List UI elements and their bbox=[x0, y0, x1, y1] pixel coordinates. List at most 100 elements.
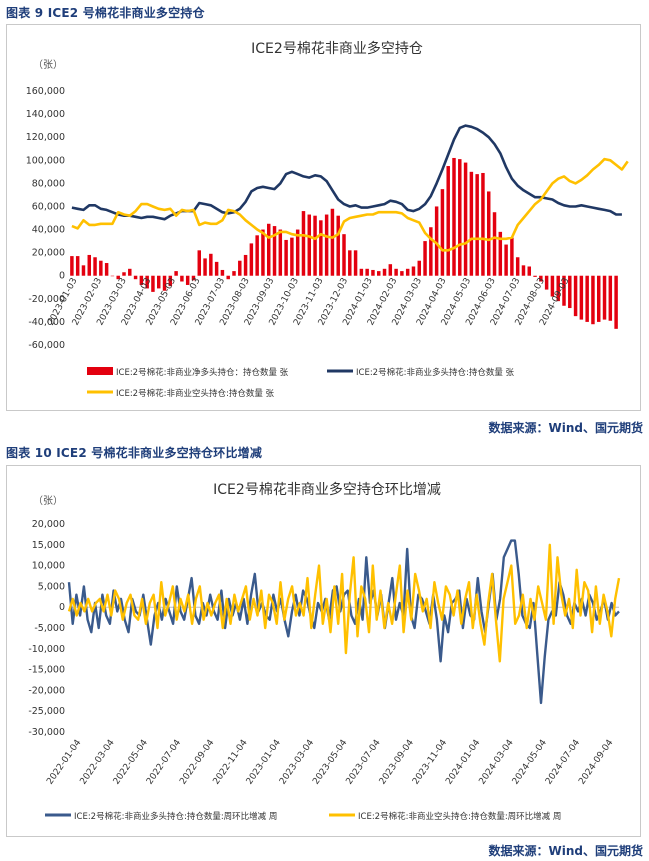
net-long-bar bbox=[104, 263, 109, 276]
net-long-bar bbox=[429, 227, 433, 276]
net-long-bar bbox=[405, 268, 410, 276]
y-tick-label: 160,000 bbox=[26, 86, 65, 97]
net-long-bar bbox=[168, 275, 173, 287]
net-long-bar bbox=[267, 223, 271, 276]
net-long-bar bbox=[533, 275, 537, 277]
positions-chart: ICE2号棉花非商业多空持仓 （张） -60,000 -40,000 -20,000… bbox=[26, 40, 629, 399]
y-axis-unit: （张） bbox=[33, 59, 63, 71]
net-long-bar bbox=[93, 257, 97, 276]
net-long-bar bbox=[261, 229, 265, 276]
net-long-bar bbox=[157, 275, 161, 289]
net-long-bar bbox=[353, 250, 358, 276]
net-long-bar bbox=[226, 275, 230, 280]
net-long-bar bbox=[145, 275, 149, 289]
x-axis-ticks: 2023-01-032023-02-032023-03-032023-04-03… bbox=[46, 276, 571, 327]
legend-label-long-change: ICE:2号棉花:非商业多头持仓:持仓数量:周环比增减 周 bbox=[74, 811, 277, 822]
net-long-bar bbox=[133, 275, 138, 280]
y-tick-label: -60,000 bbox=[28, 340, 65, 351]
net-long-bar bbox=[452, 157, 456, 276]
net-long-bar bbox=[521, 265, 526, 276]
x-tick-label: 2023-09-04 bbox=[378, 738, 416, 787]
net-long-bar bbox=[469, 171, 474, 276]
figure-9-source: 数据来源：Wind、国元期货 bbox=[488, 421, 643, 435]
net-long-bar bbox=[423, 241, 427, 276]
net-long-bar bbox=[365, 268, 369, 276]
net-long-bar bbox=[608, 275, 613, 321]
y-tick-label: 0 bbox=[59, 271, 65, 282]
y-tick-label: -30,000 bbox=[28, 727, 65, 738]
net-long-bar bbox=[255, 235, 259, 276]
net-long-bar bbox=[185, 275, 190, 285]
y-tick-label: 15,000 bbox=[32, 540, 65, 551]
net-long-bar bbox=[330, 208, 335, 276]
net-long-bar bbox=[214, 261, 219, 276]
y-tick-label: -20,000 bbox=[28, 294, 65, 305]
x-tick-label: 2022-07-04 bbox=[145, 738, 183, 787]
net-long-bar bbox=[614, 275, 618, 329]
net-long-bar bbox=[400, 271, 404, 276]
legend-label-short-change: ICE:2号棉花:非商业空头持仓:持仓数量:周环比增减 周 bbox=[358, 811, 561, 822]
y-tick-label: 100,000 bbox=[26, 155, 65, 166]
net-long-bar bbox=[492, 212, 497, 276]
x-tick-label: 2022-11-04 bbox=[212, 738, 250, 787]
x-tick-label: 2024-05-04 bbox=[511, 738, 549, 787]
y-axis-unit: （张） bbox=[33, 495, 63, 507]
x-tick-label: 2023-11-04 bbox=[411, 738, 449, 787]
net-long-bar bbox=[197, 250, 201, 276]
long-position-line bbox=[71, 124, 622, 221]
x-tick-label: 2024-01-04 bbox=[444, 738, 482, 787]
net-long-bar bbox=[417, 260, 421, 276]
net-long-bar bbox=[232, 271, 236, 276]
x-tick-label: 2023-05-04 bbox=[311, 738, 349, 787]
net-long-bar bbox=[295, 229, 300, 276]
net-long-bar bbox=[371, 269, 375, 276]
net-long-bar bbox=[174, 271, 178, 276]
y-tick-label: -25,000 bbox=[28, 706, 65, 717]
net-long-bar bbox=[191, 275, 196, 281]
net-long-bar bbox=[382, 268, 387, 276]
net-long-bar bbox=[249, 243, 254, 276]
net-long-bar bbox=[162, 275, 167, 291]
net-long-bar bbox=[475, 174, 479, 276]
y-tick-label: -40,000 bbox=[28, 317, 65, 328]
legend: ICE:2号棉花:非商业多头持仓:持仓数量:周环比增减 周 ICE:2号棉花:非… bbox=[45, 811, 561, 822]
net-long-bar bbox=[597, 275, 601, 322]
net-long-bar bbox=[539, 275, 543, 282]
net-long-bar bbox=[440, 189, 445, 276]
net-long-bar bbox=[434, 206, 439, 276]
net-long-bar bbox=[394, 268, 398, 276]
net-long-bar bbox=[591, 275, 595, 325]
net-long-bar bbox=[481, 172, 485, 276]
position-lines bbox=[71, 124, 629, 252]
net-long-bar bbox=[515, 257, 520, 276]
net-long-bar bbox=[550, 275, 555, 297]
net-long-bar bbox=[573, 275, 578, 317]
net-long-bar bbox=[568, 275, 572, 309]
net-long-bar bbox=[544, 275, 549, 290]
net-long-bar bbox=[220, 269, 225, 276]
net-long-bar bbox=[342, 234, 346, 276]
y-tick-label: 80,000 bbox=[32, 178, 65, 189]
net-long-bar bbox=[272, 226, 277, 276]
y-axis-ticks: -60,000 -40,000 -20,000 0 20,000 40,000 60,000… bbox=[26, 86, 65, 351]
net-long-bar bbox=[75, 256, 80, 276]
short-change-line bbox=[67, 543, 621, 663]
y-tick-label: 140,000 bbox=[26, 109, 65, 120]
chart-title: ICE2号棉花非商业多空持仓 bbox=[251, 40, 423, 57]
figure-10-source: 数据来源：Wind、国元期货 bbox=[488, 844, 643, 858]
x-tick-label: 2024-07-04 bbox=[544, 738, 582, 787]
net-long-bar bbox=[122, 272, 126, 276]
net-long-bar bbox=[359, 268, 364, 276]
net-long-bar bbox=[284, 239, 288, 276]
net-long-bar bbox=[238, 260, 242, 276]
net-long-bar bbox=[307, 214, 311, 276]
y-tick-label: 40,000 bbox=[32, 225, 65, 236]
legend: ICE:2号棉花:非商业净多头持仓：持仓数量 张 ICE:2号棉花:非商业多头持… bbox=[87, 367, 515, 399]
y-tick-label: 10,000 bbox=[32, 561, 65, 572]
net-long-bars bbox=[70, 157, 618, 329]
chart-panel-weekly-change: ICE2号棉花非商业多空持仓环比增减 （张） -30,000 -25,000 -20… bbox=[6, 465, 641, 837]
weekly-change-chart: ICE2号棉花非商业多空持仓环比增减 （张） -30,000 -25,000 -20… bbox=[28, 481, 621, 822]
net-long-bar bbox=[99, 260, 103, 276]
net-long-bar bbox=[585, 275, 589, 322]
y-tick-label: -10,000 bbox=[28, 644, 65, 655]
